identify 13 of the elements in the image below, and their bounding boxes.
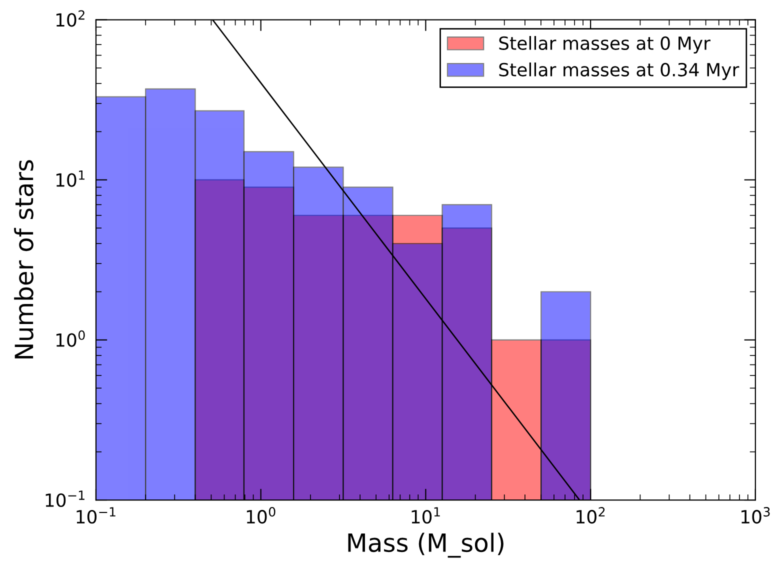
x-tick-label: 10$^{1}$: [412, 507, 440, 524]
y-tick-label: 10$^{0}$: [56, 330, 85, 347]
x-tick-label: 10$^{−1}$: [76, 507, 116, 524]
x-tick-label: 10$^{0}$: [246, 507, 276, 524]
x-axis-title: Mass (M_sol): [348, 532, 504, 558]
x-tick-label: 10$^{2}$: [576, 507, 605, 524]
y-tick-label: 10$^{1}$: [56, 170, 84, 187]
x-tick-label: 10$^{3}$: [742, 507, 770, 524]
y-tick-label: 10$^{−1}$: [46, 490, 84, 508]
legend-label: Stellar masses at 0 Myr: [499, 36, 710, 54]
legend-label: Stellar masses at 0.34 Myr: [499, 62, 740, 80]
y-tick-label: 10$^{2}$: [56, 10, 84, 27]
y-axis-title: Number of stars: [14, 160, 34, 358]
